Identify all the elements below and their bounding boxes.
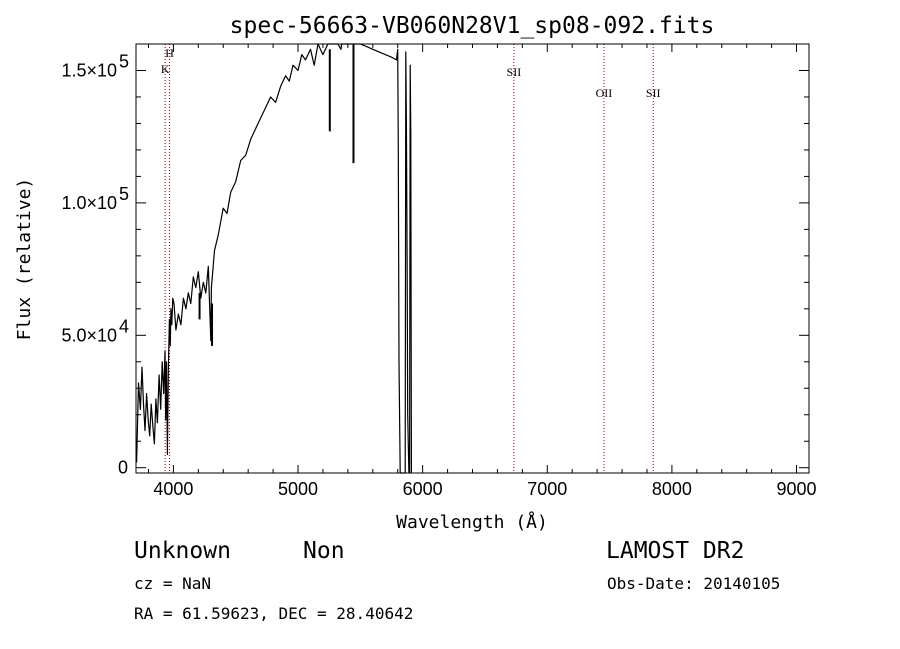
x-tick-label-4000: 4000 (153, 479, 193, 499)
line-label-k-0: K (161, 62, 170, 76)
x-axis-label: Wavelength (Å) (396, 511, 548, 533)
obs-date: Obs-Date: 20140105 (607, 574, 781, 593)
class-name: Unknown (134, 538, 231, 564)
y-axis-label: Flux (relative) (14, 178, 35, 341)
coordinates: RA = 61.59623, DEC = 28.40642 (134, 604, 414, 623)
y-tick-exponent-150000: 5 (119, 51, 129, 71)
survey-name: LAMOST DR2 (606, 538, 745, 564)
y-tick-label-100000: 1.0×10 (61, 193, 117, 213)
line-label-sii-2: SII (507, 65, 522, 79)
y-tick-label-0: 0 (118, 458, 128, 478)
y-tick-label-150000: 1.5×10 (61, 60, 117, 80)
subclass: Non (303, 538, 345, 564)
spectrum-line (136, 43, 412, 474)
x-tick-label-5000: 5000 (278, 479, 318, 499)
chart-title: spec-56663-VB060N28V1_sp08-092.fits (230, 13, 715, 39)
x-tick-label-7000: 7000 (527, 479, 567, 499)
x-tick-label-6000: 6000 (403, 479, 443, 499)
y-tick-exponent-100000: 5 (119, 184, 129, 204)
x-tick-label-9000: 9000 (777, 479, 817, 499)
line-label-h-1: H (165, 46, 174, 60)
cz-value: cz = NaN (134, 574, 212, 593)
line-label-sii-4: SII (646, 86, 661, 100)
y-tick-label-50000: 5.0×10 (61, 325, 117, 345)
y-tick-exponent-50000: 4 (119, 316, 129, 336)
x-tick-label-8000: 8000 (652, 479, 692, 499)
line-label-oii-3: OII (596, 86, 613, 100)
plot-frame (135, 43, 810, 474)
